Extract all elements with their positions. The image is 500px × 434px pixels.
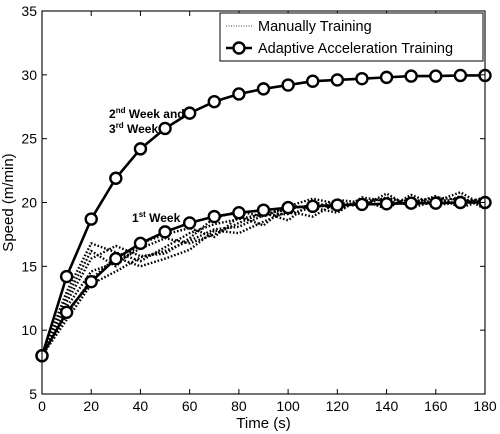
series-adaptive-marker: [207, 94, 221, 109]
series-adaptive-marker: [84, 274, 98, 289]
series-adaptive-marker: [256, 203, 271, 217]
series-adaptive-marker: [379, 197, 394, 211]
series-adaptive-marker: [281, 78, 295, 92]
x-tick-label: 20: [83, 398, 99, 414]
series-adaptive-marker: [109, 171, 123, 185]
series-adaptive-marker: [182, 106, 197, 120]
annotation-rest: Week: [146, 211, 181, 225]
x-tick-label: 80: [231, 398, 247, 414]
x-tick-label: 100: [276, 398, 300, 414]
annotation-ordinal-suffix: nd: [116, 106, 126, 115]
series-adaptive-marker: [133, 236, 148, 251]
y-axis-label: Speed (m/min): [0, 153, 17, 251]
legend-label-adaptive: Adaptive Acceleration Training: [258, 41, 453, 57]
x-tick-label: 180: [473, 398, 497, 414]
series-adaptive-marker: [453, 195, 468, 210]
annotation-ordinal-suffix: st: [139, 210, 146, 219]
series-adaptive-marker: [158, 121, 172, 136]
annotation-rest: Week and: [125, 107, 184, 121]
series-adaptive-marker: [59, 269, 74, 284]
annotation-week2-3-line1: 2nd Week and: [109, 106, 185, 121]
series-adaptive-marker: [429, 196, 443, 210]
annotation-ordinal-suffix: rd: [116, 121, 124, 130]
series-adaptive-marker: [84, 212, 98, 226]
y-tick-label: 25: [21, 131, 37, 147]
legend-label-manual: Manually Training: [258, 19, 372, 35]
annotation-week2-3-line2: 3rd Week: [109, 121, 158, 136]
series-adaptive-marker: [404, 196, 418, 210]
x-tick-label: 0: [38, 398, 46, 414]
legend: Manually Training Adaptive Acceleration …: [219, 12, 484, 62]
annotation-week2-3-text: 2: [109, 107, 116, 121]
x-tick-label: 140: [375, 398, 399, 414]
series-adaptive-marker: [453, 68, 468, 83]
x-tick-label: 120: [326, 398, 350, 414]
annotation-rest: Week: [124, 122, 159, 136]
series-adaptive-marker: [281, 200, 295, 215]
annotation-week2-3-text2: 3: [109, 122, 116, 136]
series-adaptive-marker: [429, 69, 443, 83]
series-adaptive-marker: [133, 142, 148, 156]
series-adaptive-marker: [306, 74, 320, 88]
annotation-week1: 1st Week: [132, 210, 181, 225]
legend-box: [219, 12, 484, 62]
series-adaptive-marker: [330, 198, 345, 212]
series-adaptive-marker: [330, 73, 345, 87]
series-adaptive-marker: [404, 69, 418, 83]
y-tick-label: 5: [29, 386, 37, 402]
x-tick-label: 160: [424, 398, 448, 414]
series-adaptive-marker: [256, 82, 271, 96]
series-adaptive-marker: [379, 70, 394, 85]
y-tick-label: 10: [21, 322, 37, 338]
annotation-week1-text: 1: [132, 211, 139, 225]
y-tick-label: 35: [21, 3, 37, 19]
x-axis-label: Time (s): [236, 415, 290, 432]
series-adaptive-marker: [182, 216, 197, 230]
series-adaptive-marker: [207, 209, 221, 224]
series-adaptive-marker: [232, 87, 246, 101]
x-tick-label: 40: [133, 398, 149, 414]
plot-marks: [35, 68, 492, 363]
series-adaptive-marker: [355, 71, 369, 86]
y-tick-label: 20: [21, 195, 37, 211]
x-tick-label: 60: [182, 398, 198, 414]
y-tick-label: 30: [21, 67, 37, 83]
axis-ticks: 0 20 40 60 80 100 120 140 160 180 5 10 15 20 25 30 35: [21, 3, 496, 414]
series-adaptive-marker: [232, 206, 246, 220]
y-tick-label: 15: [21, 258, 37, 274]
series-adaptive-marker: [355, 197, 369, 212]
series-adaptive-marker: [306, 199, 320, 214]
series-manual-line-2: [40, 191, 486, 357]
series-adaptive-marker: [158, 225, 172, 239]
legend-swatch-adaptive-marker: [232, 41, 246, 55]
series-adaptive-marker: [109, 251, 123, 266]
series-adaptive-marker: [59, 305, 74, 319]
